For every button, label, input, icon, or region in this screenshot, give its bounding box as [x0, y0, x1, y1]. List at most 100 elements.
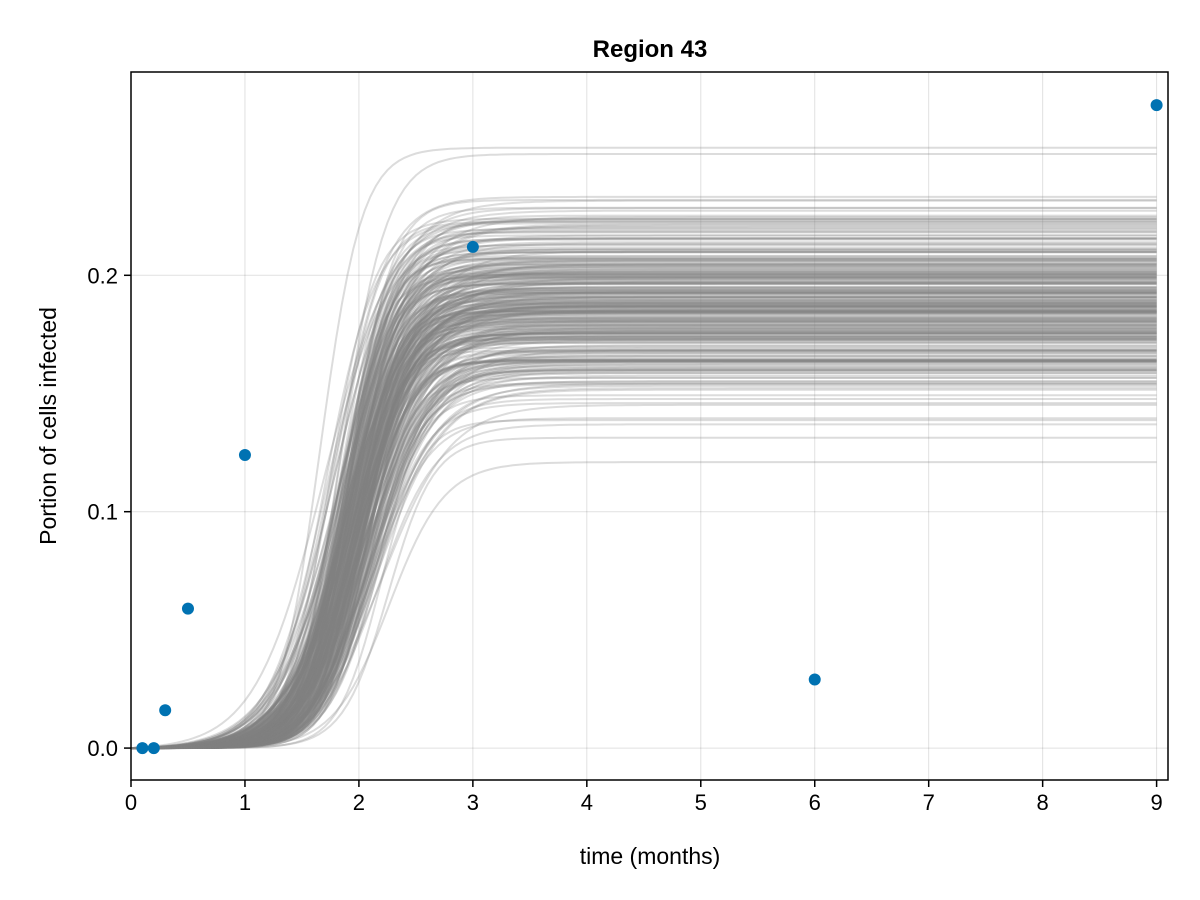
- simulation-curve-38: [131, 310, 1157, 750]
- simulation-curve-11: [131, 360, 1157, 750]
- simulation-curve-177: [130, 310, 1157, 750]
- simulation-curve-212: [131, 358, 1157, 750]
- simulation-curve-119: [130, 311, 1157, 750]
- simulation-curve-235: [131, 295, 1157, 750]
- simulation-curve-174: [131, 206, 1157, 750]
- simulation-curve-124: [131, 254, 1157, 750]
- simulation-curve-9: [131, 227, 1157, 750]
- simulation-curve-52: [131, 335, 1157, 750]
- observed-point-1: [147, 742, 160, 755]
- simulation-curve-102: [131, 229, 1157, 750]
- simulation-curve-250: [130, 363, 1157, 750]
- simulation-curve-92: [131, 336, 1157, 750]
- simulation-curve-298: [131, 234, 1157, 750]
- simulation-curve-162: [131, 340, 1157, 750]
- simulation-curve-50: [131, 274, 1157, 750]
- simulation-curve-138: [131, 351, 1157, 750]
- simulation-curve-291: [131, 419, 1157, 750]
- simulation-curve-47: [130, 304, 1157, 750]
- simulation-curve-241: [130, 278, 1157, 750]
- simulation-curve-88: [131, 281, 1157, 750]
- simulation-curve-244: [131, 365, 1157, 750]
- simulation-curve-201: [130, 305, 1157, 750]
- simulation-curve-66: [131, 313, 1157, 750]
- simulation-curve-41: [131, 262, 1157, 750]
- simulation-curve-256: [131, 314, 1157, 750]
- simulation-curve-226: [131, 237, 1157, 750]
- simulation-curve-79: [131, 306, 1157, 750]
- simulation-curve-287: [131, 402, 1157, 750]
- simulation-curve-114: [131, 318, 1157, 750]
- simulation-curve-282: [131, 334, 1157, 750]
- simulation-curve-70: [131, 256, 1157, 750]
- simulation-curve-279: [131, 228, 1157, 750]
- simulation-curve-296: [131, 358, 1157, 750]
- simulation-curve-217: [131, 337, 1157, 750]
- simulation-curve-198: [131, 293, 1157, 750]
- simulation-curve-34: [131, 338, 1157, 750]
- simulation-curve-106: [131, 291, 1157, 750]
- simulation-curve-295: [130, 276, 1157, 750]
- simulation-curve-231: [130, 260, 1157, 750]
- simulation-curve-246: [131, 313, 1157, 750]
- simulation-curve-8: [131, 263, 1157, 750]
- simulation-curve-224: [131, 291, 1157, 750]
- simulation-curve-120: [131, 303, 1157, 750]
- simulation-curve-73: [130, 195, 1157, 750]
- simulation-curve-259: [131, 302, 1157, 750]
- simulation-curve-126: [130, 199, 1157, 750]
- simulation-curve-45: [131, 262, 1157, 750]
- simulation-curve-95: [131, 302, 1157, 750]
- x-tick-label-0: 0: [125, 790, 137, 815]
- simulation-curve-25: [130, 258, 1157, 750]
- simulation-curve-175: [131, 214, 1157, 750]
- simulation-curve-28: [131, 330, 1157, 750]
- simulation-curve-222: [131, 295, 1157, 750]
- simulation-curve-105: [131, 279, 1157, 750]
- simulation-curve-169: [131, 217, 1157, 750]
- simulation-curve-262: [131, 335, 1157, 750]
- simulation-curve-216: [131, 231, 1157, 750]
- simulation-curve-20: [131, 310, 1157, 750]
- grid: [130, 72, 1168, 780]
- simulation-curve-277: [131, 277, 1157, 750]
- simulation-curve-285: [131, 331, 1157, 750]
- simulation-curve-193: [130, 367, 1157, 750]
- simulation-curve-22: [131, 305, 1157, 750]
- simulation-curve-90: [131, 299, 1157, 750]
- simulation-curve-243: [131, 258, 1157, 750]
- simulation-curve-137: [131, 238, 1157, 750]
- simulation-curve-10: [130, 216, 1157, 750]
- simulation-curve-110: [131, 436, 1157, 750]
- simulation-curve-299: [130, 380, 1157, 750]
- simulation-curve-253: [131, 368, 1157, 750]
- simulation-curve-77: [131, 292, 1157, 750]
- simulation-curve-187: [131, 267, 1157, 750]
- simulation-curve-238: [130, 241, 1157, 750]
- simulation-curve-242: [131, 251, 1157, 750]
- simulation-curve-115: [131, 344, 1157, 750]
- observed-point-4: [238, 448, 251, 461]
- simulation-curve-35: [130, 251, 1157, 750]
- simulation-curve-278: [131, 275, 1157, 750]
- simulation-curve-97: [130, 304, 1157, 750]
- observed-point-0: [136, 742, 149, 755]
- simulation-curve-179: [131, 250, 1157, 750]
- simulation-curve-229: [131, 333, 1157, 750]
- simulation-curve-271: [131, 268, 1157, 750]
- simulation-curve-76: [131, 273, 1157, 750]
- simulation-curve-7: [130, 330, 1157, 750]
- simulation-curve-59: [131, 376, 1157, 750]
- simulation-curve-260: [130, 263, 1157, 750]
- simulation-curve-148: [131, 310, 1157, 750]
- simulation-curve-150: [130, 265, 1157, 750]
- simulation-curve-173: [130, 339, 1157, 750]
- simulation-curve-188: [131, 273, 1157, 750]
- simulation-curve-26: [130, 286, 1157, 750]
- simulation-curve-134: [130, 248, 1157, 750]
- simulation-curve-86: [131, 251, 1157, 750]
- simulation-curve-268: [131, 292, 1157, 750]
- simulation-curve-56: [130, 303, 1157, 750]
- simulation-curve-74: [130, 382, 1157, 750]
- x-tick-label-1: 1: [239, 790, 251, 815]
